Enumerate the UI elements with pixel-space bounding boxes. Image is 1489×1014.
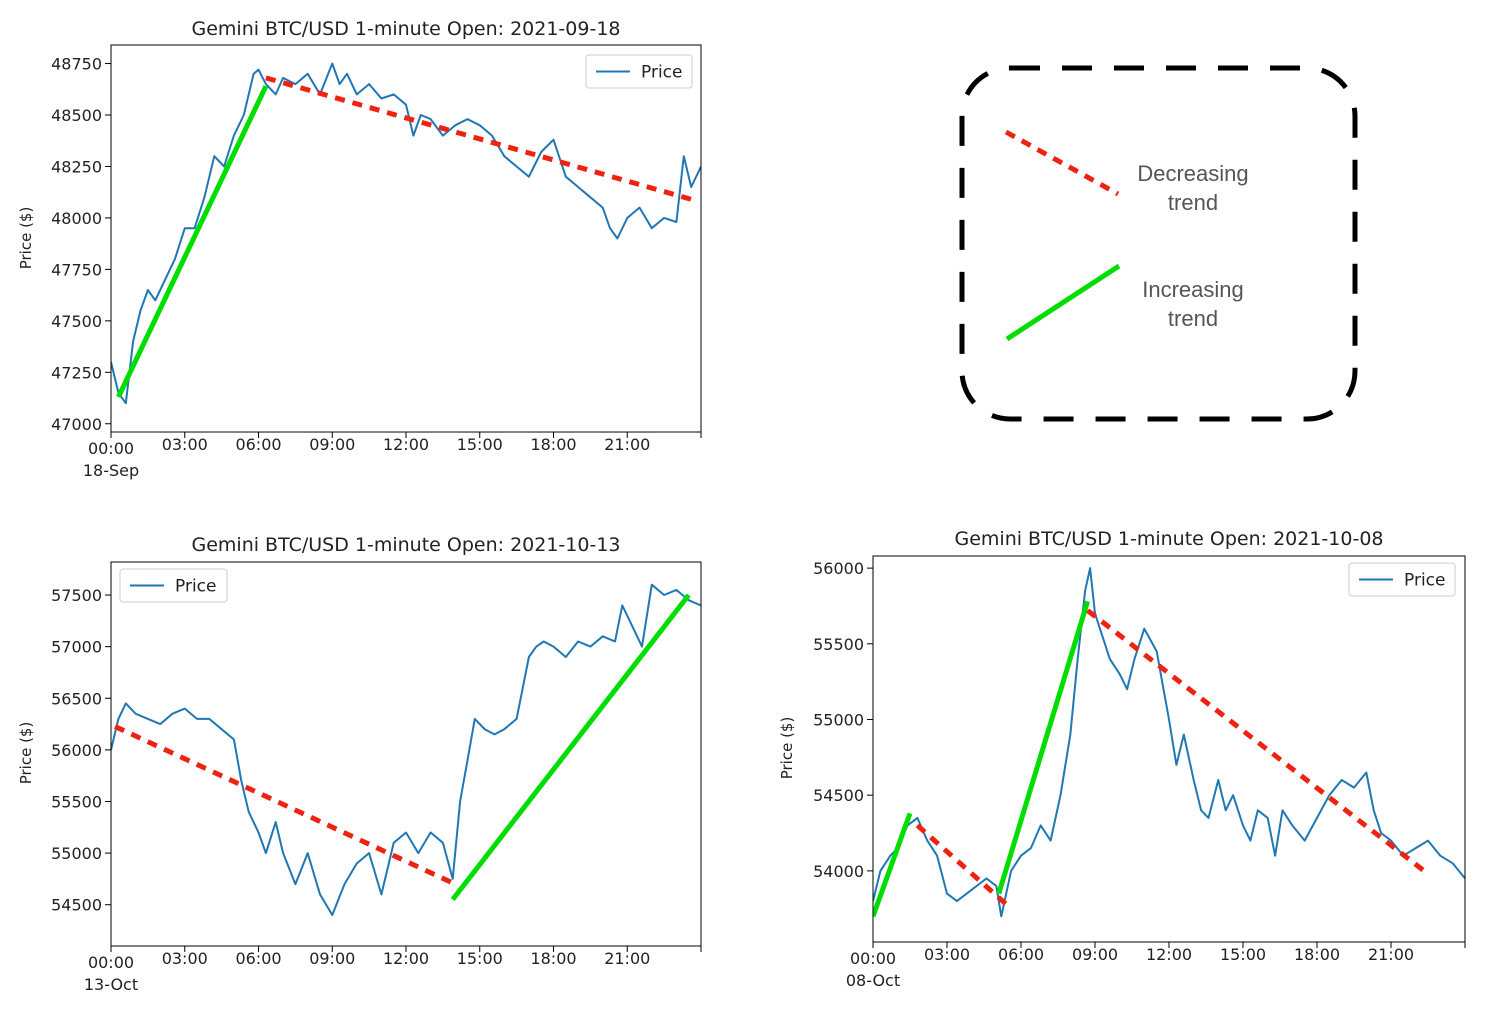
price-series-line xyxy=(111,583,701,916)
x-tick-label: 21:00 xyxy=(604,949,650,968)
y-tick-label: 47000 xyxy=(51,415,102,434)
x-ticks: 00:00 03:00 06:00 09:00 12:00 15:00 18:0… xyxy=(846,945,1414,990)
y-tick-label: 56000 xyxy=(813,559,864,578)
chart-title: Gemini BTC/USD 1-minute Open: 2021-10-13 xyxy=(192,534,621,556)
x-tick-label: 12:00 xyxy=(1146,945,1192,964)
chart-2021-10-08: Gemini BTC/USD 1-minute Open: 2021-10-08… xyxy=(778,528,1466,990)
key-decreasing-label: Decreasing xyxy=(1137,161,1248,186)
y-tick-label: 55000 xyxy=(813,710,864,729)
x-tick-label: 06:00 xyxy=(235,435,281,454)
x-ticks: 00:00 03:00 06:00 09:00 12:00 15:00 18:0… xyxy=(84,949,650,994)
chart-title: Gemini BTC/USD 1-minute Open: 2021-10-08 xyxy=(955,528,1384,550)
x-tick-label: 00:00 xyxy=(850,949,896,968)
x-tick-label: 15:00 xyxy=(457,435,503,454)
legend-label: Price xyxy=(641,63,682,83)
decreasing-trend-line xyxy=(1086,608,1430,876)
y-tick-label: 55000 xyxy=(51,844,102,863)
x-tick-label: 00:00 xyxy=(88,953,134,972)
x-tick-label: 03:00 xyxy=(924,945,970,964)
x-tick-label: 21:00 xyxy=(1368,945,1414,964)
x-tick-label: 12:00 xyxy=(383,435,429,454)
legend-label: Price xyxy=(175,577,216,597)
key-decreasing-line xyxy=(1004,129,1120,197)
key-increasing-label: Increasing xyxy=(1142,277,1244,302)
key-dashed-border xyxy=(959,65,1358,422)
key-decreasing-label: trend xyxy=(1168,190,1218,215)
axes-frame xyxy=(110,44,702,433)
legend-box xyxy=(119,568,228,603)
x-date-label: 08-Oct xyxy=(846,971,900,990)
y-tick-label: 55500 xyxy=(51,792,102,811)
plot-area xyxy=(867,555,1466,948)
x-tick-label: 06:00 xyxy=(235,949,281,968)
y-axis-label: Price ($) xyxy=(778,717,796,780)
x-tick-label: 15:00 xyxy=(1220,945,1266,964)
increasing-trend-line xyxy=(450,593,691,902)
x-tick-label: 18:00 xyxy=(1294,945,1340,964)
y-tick-label: 48750 xyxy=(51,55,102,74)
key-increasing-line xyxy=(1005,263,1121,342)
y-tick-label: 48250 xyxy=(51,157,102,176)
x-tick-label: 09:00 xyxy=(1072,945,1118,964)
y-tick-label: 57000 xyxy=(51,638,102,657)
decreasing-trend-line xyxy=(111,721,457,887)
y-tick-label: 54500 xyxy=(813,786,864,805)
x-tick-label: 03:00 xyxy=(162,435,208,454)
x-tick-label: 00:00 xyxy=(88,439,134,458)
chart-2021-09-18: Gemini BTC/USD 1-minute Open: 2021-09-18… xyxy=(17,18,702,480)
y-ticks: 54500 55000 55500 56000 56500 57000 5750… xyxy=(51,586,102,915)
y-tick-label: 55500 xyxy=(813,635,864,654)
axes-frame xyxy=(872,555,1466,943)
price-series-line xyxy=(111,62,701,405)
legend: Price xyxy=(585,54,693,89)
x-tick-label: 12:00 xyxy=(383,949,429,968)
chart-2021-10-13: Gemini BTC/USD 1-minute Open: 2021-10-13… xyxy=(17,534,702,994)
increasing-trend-line xyxy=(996,600,1090,895)
x-tick-label: 15:00 xyxy=(457,949,503,968)
x-tick-label: 09:00 xyxy=(309,435,355,454)
x-tick-label: 09:00 xyxy=(309,949,355,968)
y-ticks: 47000 47250 47500 47750 48000 48250 4850… xyxy=(51,55,102,434)
x-date-label: 13-Oct xyxy=(84,975,138,994)
y-tick-label: 48500 xyxy=(51,106,102,125)
y-axis-label: Price ($) xyxy=(17,207,35,270)
x-tick-label: 06:00 xyxy=(998,945,1044,964)
x-tick-label: 03:00 xyxy=(162,949,208,968)
decreasing-trend-line xyxy=(915,823,1008,907)
chart-title: Gemini BTC/USD 1-minute Open: 2021-09-18 xyxy=(192,18,621,40)
x-tick-label: 18:00 xyxy=(530,435,576,454)
y-axis-label: Price ($) xyxy=(17,722,35,785)
y-tick-label: 48000 xyxy=(51,209,102,228)
legend: Price xyxy=(119,568,228,603)
legend: Price xyxy=(1348,562,1456,597)
increasing-trend-line xyxy=(116,85,269,399)
legend-label: Price xyxy=(1404,571,1445,591)
x-tick-label: 18:00 xyxy=(530,949,576,968)
legend-box xyxy=(1348,562,1456,597)
x-tick-label: 21:00 xyxy=(604,435,650,454)
key-increasing-label: trend xyxy=(1168,306,1218,331)
price-series-line xyxy=(873,567,1465,918)
trend-key: Decreasing trend Increasing trend xyxy=(959,65,1358,422)
x-ticks: 00:00 03:00 06:00 09:00 12:00 15:00 18:0… xyxy=(83,435,650,480)
y-tick-label: 47250 xyxy=(51,363,102,382)
increasing-trend-line xyxy=(873,812,913,918)
y-tick-label: 54500 xyxy=(51,896,102,915)
decreasing-trend-line xyxy=(265,75,700,204)
y-tick-label: 56000 xyxy=(51,741,102,760)
x-date-label: 18-Sep xyxy=(83,461,139,480)
y-ticks: 54000 54500 55000 55500 56000 xyxy=(813,559,864,881)
y-tick-label: 57500 xyxy=(51,586,102,605)
legend-box xyxy=(585,54,693,89)
plot-area xyxy=(105,561,702,952)
y-tick-label: 47750 xyxy=(51,260,102,279)
plot-area xyxy=(105,44,702,438)
axes-frame xyxy=(110,561,702,947)
y-tick-label: 47500 xyxy=(51,312,102,331)
y-tick-label: 56500 xyxy=(51,689,102,708)
y-tick-label: 54000 xyxy=(813,862,864,881)
